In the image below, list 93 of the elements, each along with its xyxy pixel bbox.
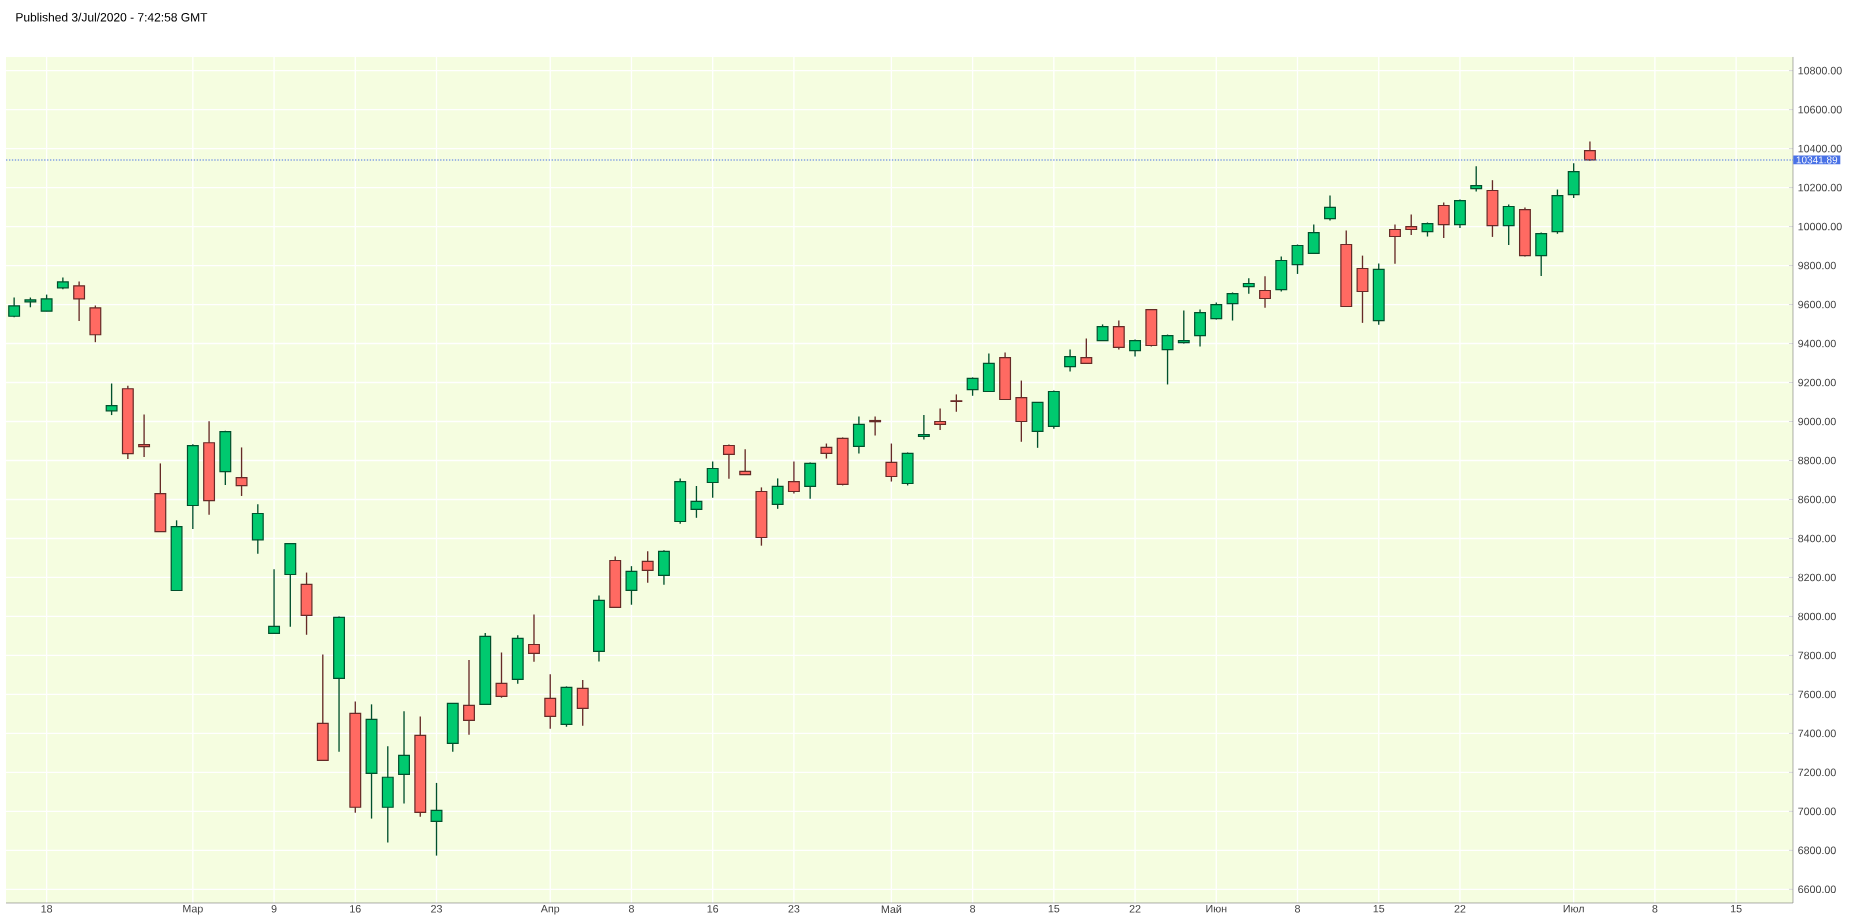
- candlestick: [787, 460, 800, 495]
- candlestick: [1356, 254, 1369, 324]
- y-tick-label: 10800.00: [1798, 66, 1842, 75]
- candlestick: [771, 477, 784, 510]
- candlestick: [73, 280, 86, 322]
- candlestick: [657, 549, 670, 586]
- y-tick-label: 7200.00: [1798, 768, 1836, 777]
- candlestick: [495, 651, 508, 699]
- x-tick-label: 9: [271, 905, 277, 913]
- candlestick: [852, 415, 865, 455]
- candlestick: [1291, 243, 1304, 275]
- y-tick-label: 8800.00: [1798, 456, 1836, 465]
- candlestick: [739, 448, 752, 476]
- candlestick: [1437, 201, 1450, 239]
- x-tick-label: 8: [1295, 905, 1301, 913]
- x-tick-label: Апр: [540, 905, 560, 915]
- x-tick-label: 15: [1373, 905, 1385, 913]
- x-tick-label: 16: [350, 905, 361, 913]
- candlestick: [268, 568, 281, 635]
- candlestick: [1470, 165, 1483, 193]
- x-tick-label: 8: [628, 905, 634, 913]
- candlestick: [1324, 194, 1336, 222]
- x-tick-label: 18: [41, 905, 53, 913]
- candlestick: [1177, 309, 1190, 345]
- candlestick: [625, 565, 638, 606]
- y-tick-label: 8600.00: [1798, 495, 1836, 504]
- y-tick-label: 9000.00: [1798, 417, 1836, 426]
- candlestick: [1535, 231, 1548, 277]
- x-tick-label: Мар: [183, 905, 203, 915]
- y-tick-label: 7600.00: [1798, 690, 1836, 699]
- y-tick-label: 9600.00: [1798, 300, 1836, 309]
- y-tick-label: 8400.00: [1798, 534, 1836, 543]
- x-tick-label: 23: [431, 905, 442, 913]
- x-tick-label: Июн: [1206, 905, 1227, 913]
- x-tick-label: 15: [1048, 905, 1060, 913]
- candlestick: [463, 659, 475, 736]
- x-tick-label: Июл: [1563, 905, 1584, 913]
- x-tick-label: 23: [788, 905, 800, 913]
- y-tick-label: 6800.00: [1798, 846, 1836, 855]
- x-tick-label: 15: [1731, 905, 1742, 913]
- candlestick: [966, 376, 979, 397]
- candlestick: [1015, 379, 1028, 443]
- candlestick: [1194, 308, 1207, 348]
- candlestick: [430, 782, 443, 857]
- y-tick-label: 6600.00: [1798, 885, 1836, 894]
- candlestick: [1567, 162, 1580, 199]
- x-tick-label: Май: [881, 905, 902, 914]
- candlestick: [528, 613, 540, 663]
- x-tick-label: 8: [970, 905, 976, 913]
- candlestick: [934, 407, 947, 431]
- y-tick-label: 9800.00: [1798, 261, 1836, 270]
- y-tick-label: 8000.00: [1798, 612, 1836, 621]
- x-tick-label: 22: [1129, 905, 1141, 913]
- candlestick: [804, 461, 817, 500]
- candlestick: [641, 550, 654, 584]
- candlestick: [1405, 213, 1418, 236]
- x-tick-label: 22: [1454, 905, 1466, 913]
- candlestick: [706, 460, 719, 499]
- y-tick-label: 10000.00: [1798, 222, 1842, 231]
- candlestick: [1307, 223, 1320, 255]
- x-tick-label: 16: [707, 905, 719, 913]
- candlestick: [138, 413, 151, 458]
- candlestick: [398, 710, 410, 805]
- y-tick-label: 7800.00: [1798, 651, 1836, 660]
- candlestick: [544, 673, 557, 730]
- y-tick-label: 8200.00: [1798, 573, 1836, 582]
- y-tick-label: 10600.00: [1798, 105, 1842, 114]
- candlestick: [1389, 223, 1401, 265]
- y-tick-label: 9200.00: [1798, 378, 1836, 387]
- candlestick: [690, 485, 703, 519]
- candlestick: [1502, 203, 1515, 246]
- y-tick-label: 10400.00: [1798, 144, 1842, 153]
- candlestick: [1080, 337, 1093, 365]
- candlestick: [885, 442, 898, 483]
- y-tick-label: 7400.00: [1798, 729, 1836, 738]
- candlestick: [235, 446, 248, 497]
- candlestick: [1226, 291, 1239, 322]
- candlestick: [1259, 275, 1271, 309]
- candlestick: [1112, 319, 1125, 351]
- candlestick: [917, 414, 930, 441]
- candlestick: [576, 679, 589, 727]
- ref-line-label: 10341.89: [1796, 156, 1838, 164]
- candlestick: [1454, 198, 1466, 229]
- text: Published 3/Jul/2020 - 7:42:58 GMT: [16, 12, 208, 22]
- x-tick-label: 8: [1652, 905, 1658, 913]
- y-tick-label: 10200.00: [1798, 183, 1842, 192]
- candlestick: [1161, 333, 1174, 386]
- candlestick: [722, 443, 735, 480]
- y-tick-label: 9400.00: [1798, 339, 1836, 348]
- candlestick: [105, 382, 118, 416]
- y-tick-label: 7000.00: [1798, 807, 1836, 816]
- candlestick: [1583, 140, 1596, 162]
- candlestick: [1064, 348, 1077, 373]
